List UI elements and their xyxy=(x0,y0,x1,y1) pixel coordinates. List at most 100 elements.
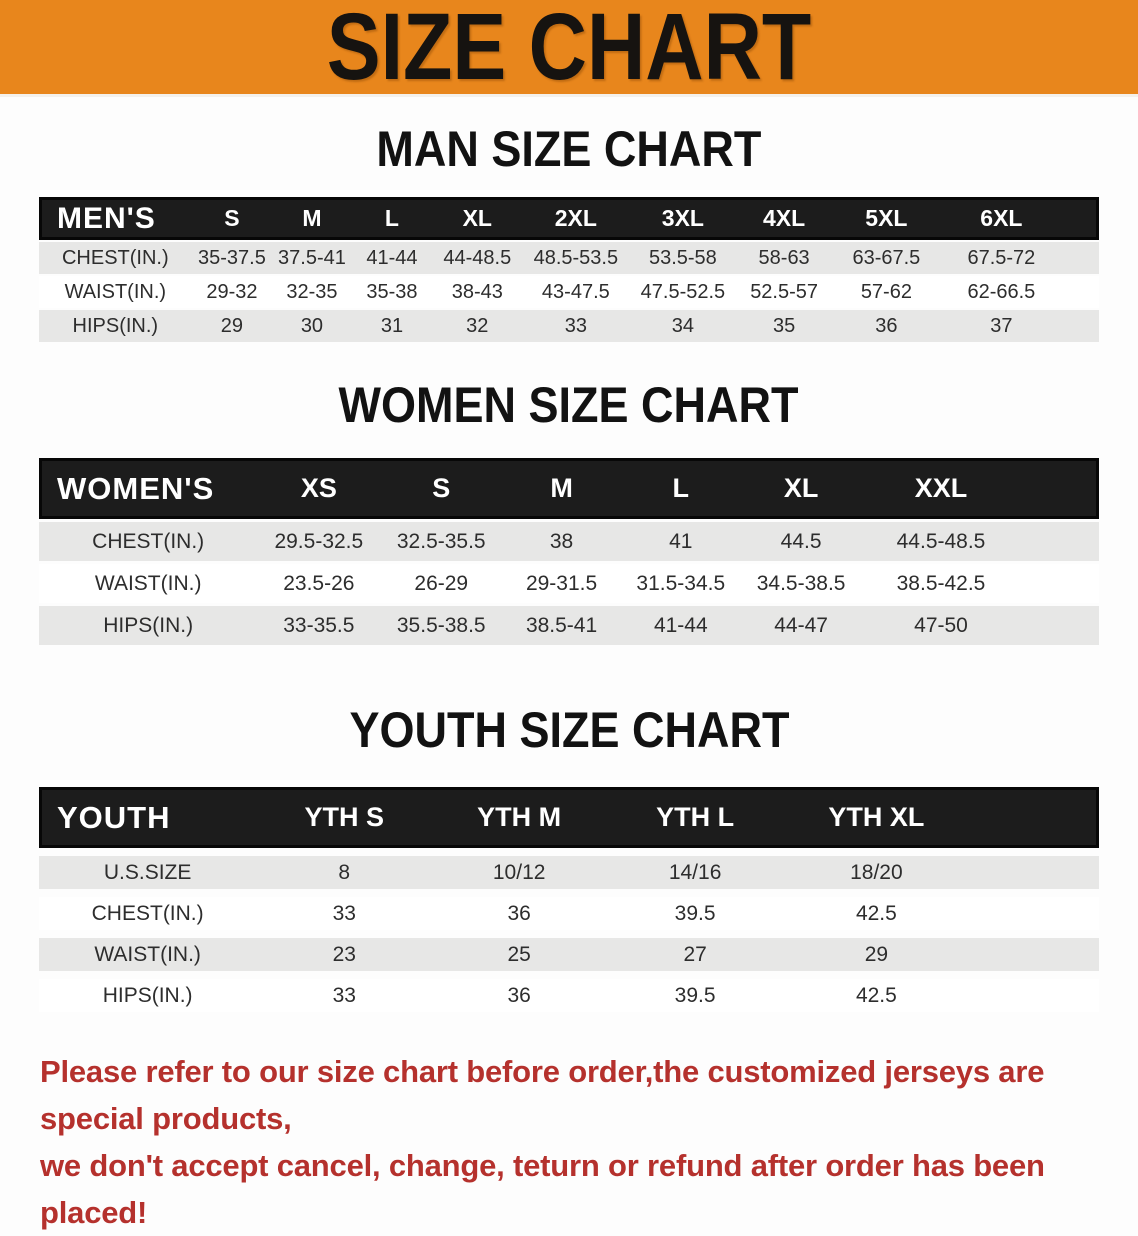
youth-section-title: YOUTH SIZE CHART xyxy=(0,705,1138,755)
measurement-value-cell: 62-66.5 xyxy=(940,276,1062,308)
measurement-value-cell: 41-44 xyxy=(620,606,741,645)
size-header-cell: 6XL xyxy=(940,197,1062,240)
size-header-cell: M xyxy=(502,458,621,519)
measurement-value-cell: 35-38 xyxy=(351,276,433,308)
row-label-cell: WAIST(IN.) xyxy=(39,276,192,308)
men-section-title-text: MAN SIZE CHART xyxy=(376,121,762,177)
measurement-value-cell: 32.5-35.5 xyxy=(380,522,503,561)
measurement-row: HIPS(IN.) 33-35.5 35.5-38.5 38.5-41 41-44 44-… xyxy=(39,606,1099,645)
measurement-value-cell: 35-37.5 xyxy=(191,242,273,274)
measurement-value-cell: 42.5 xyxy=(784,897,969,930)
table-title-cell: YOUTH xyxy=(39,787,257,848)
table-title-cell: MEN'S xyxy=(39,197,192,240)
measurement-value-cell: 38 xyxy=(502,522,621,561)
row-filler-cell xyxy=(1061,276,1099,308)
measurement-row: CHEST(IN.) 35-37.5 37.5-41 41-44 44-48.5 48.5… xyxy=(39,242,1099,274)
measurement-value-cell: 36 xyxy=(432,979,607,1012)
measurement-value-cell: 26-29 xyxy=(380,564,503,603)
measurement-value-cell: 32 xyxy=(432,310,523,342)
measurement-value-cell: 38.5-41 xyxy=(502,606,621,645)
banner: SIZE CHART xyxy=(0,0,1138,97)
size-header-cell: XL xyxy=(740,458,862,519)
measurement-value-cell: 47-50 xyxy=(861,606,1021,645)
row-label-cell: HIPS(IN.) xyxy=(39,310,192,342)
youth-size-table: YOUTH YTH S YTH M YTH L YTH XL U.S.SIZE 8 10/12… xyxy=(39,779,1099,1020)
measurement-value-cell: 33 xyxy=(256,979,433,1012)
row-label-cell: CHEST(IN.) xyxy=(39,242,192,274)
size-header-cell: 3XL xyxy=(629,197,737,240)
row-filler-cell xyxy=(968,856,1099,889)
measurement-value-cell: 44-48.5 xyxy=(432,242,523,274)
page-title: SIZE CHART xyxy=(326,0,812,100)
measurement-value-cell: 14/16 xyxy=(606,856,785,889)
measurement-value-cell: 30 xyxy=(272,310,352,342)
men-section-title: MAN SIZE CHART xyxy=(0,124,1138,174)
size-header-cell: YTH L xyxy=(606,787,785,848)
women-section-title-text: WOMEN SIZE CHART xyxy=(339,377,799,433)
header-filler-cell xyxy=(968,787,1099,848)
youth-section-title-text: YOUTH SIZE CHART xyxy=(348,702,790,758)
size-header-cell: L xyxy=(620,458,741,519)
measurement-value-cell: 63-67.5 xyxy=(831,242,941,274)
row-label-cell: U.S.SIZE xyxy=(39,856,257,889)
measurement-row: HIPS(IN.) 29 30 31 32 33 34 35 36 37 xyxy=(39,310,1099,342)
measurement-value-cell: 41 xyxy=(620,522,741,561)
measurement-value-cell: 44.5-48.5 xyxy=(861,522,1021,561)
size-header-cell: L xyxy=(351,197,433,240)
measurement-value-cell: 29 xyxy=(191,310,273,342)
measurement-value-cell: 23 xyxy=(256,938,433,971)
women-size-table: WOMEN'S XS S M L XL XXL CHEST(IN.) 29.5-32.5 32.5… xyxy=(39,455,1099,648)
size-header-cell: M xyxy=(272,197,352,240)
size-table-header-row: MEN'S S M L XL 2XL 3XL 4XL 5XL 6XL xyxy=(39,197,1099,240)
row-label-cell: WAIST(IN.) xyxy=(39,938,257,971)
youth-section: YOUTH SIZE CHART YOUTH YTH S YTH M YTH L YTH… xyxy=(0,705,1138,1020)
row-filler-cell xyxy=(1061,310,1099,342)
header-filler-cell xyxy=(1061,197,1099,240)
header-filler-cell xyxy=(1020,458,1099,519)
men-size-table: MEN'S S M L XL 2XL 3XL 4XL 5XL 6XL CHEST(IN.) 35-37… xyxy=(39,195,1099,344)
measurement-row: WAIST(IN.) 29-32 32-35 35-38 38-43 43-47.5 47.… xyxy=(39,276,1099,308)
row-filler-cell xyxy=(1020,522,1099,561)
measurement-value-cell: 18/20 xyxy=(784,856,969,889)
size-table-header-row: WOMEN'S XS S M L XL XXL xyxy=(39,458,1099,519)
measurement-value-cell: 44-47 xyxy=(740,606,862,645)
row-filler-cell xyxy=(1020,564,1099,603)
measurement-value-cell: 39.5 xyxy=(606,979,785,1012)
measurement-value-cell: 35 xyxy=(736,310,832,342)
size-header-cell: S xyxy=(191,197,273,240)
size-header-cell: XXL xyxy=(861,458,1021,519)
size-header-cell: YTH M xyxy=(432,787,607,848)
size-table-header-row: YOUTH YTH S YTH M YTH L YTH XL xyxy=(39,787,1099,848)
measurement-value-cell: 37 xyxy=(940,310,1062,342)
measurement-value-cell: 58-63 xyxy=(736,242,832,274)
measurement-value-cell: 36 xyxy=(831,310,941,342)
order-policy-note-line-1: Please refer to our size chart before or… xyxy=(40,1054,1045,1136)
measurement-value-cell: 38.5-42.5 xyxy=(861,564,1021,603)
measurement-value-cell: 32-35 xyxy=(272,276,352,308)
measurement-value-cell: 44.5 xyxy=(740,522,862,561)
measurement-value-cell: 33 xyxy=(256,897,433,930)
measurement-value-cell: 33 xyxy=(522,310,630,342)
size-header-cell: 2XL xyxy=(522,197,630,240)
row-label-cell: HIPS(IN.) xyxy=(39,979,257,1012)
order-policy-note-line-2: we don't accept cancel, change, teturn o… xyxy=(40,1148,1045,1230)
measurement-value-cell: 41-44 xyxy=(351,242,433,274)
size-header-cell: YTH XL xyxy=(784,787,969,848)
size-header-cell: XS xyxy=(257,458,381,519)
measurement-value-cell: 8 xyxy=(256,856,433,889)
measurement-value-cell: 53.5-58 xyxy=(629,242,737,274)
order-policy-note: Please refer to our size chart before or… xyxy=(40,1048,1138,1236)
measurement-value-cell: 27 xyxy=(606,938,785,971)
women-section-title: WOMEN SIZE CHART xyxy=(0,380,1138,430)
measurement-value-cell: 36 xyxy=(432,897,607,930)
size-header-cell: 5XL xyxy=(831,197,941,240)
measurement-row: U.S.SIZE 8 10/12 14/16 18/20 xyxy=(39,856,1099,889)
measurement-value-cell: 48.5-53.5 xyxy=(522,242,630,274)
men-section: MAN SIZE CHART MEN'S S M L XL 2XL 3XL 4XL 5XL 6XL… xyxy=(0,124,1138,344)
row-label-cell: CHEST(IN.) xyxy=(39,897,257,930)
measurement-value-cell: 29.5-32.5 xyxy=(257,522,381,561)
row-filler-cell xyxy=(1061,242,1099,274)
measurement-row: WAIST(IN.) 23 25 27 29 xyxy=(39,938,1099,971)
measurement-value-cell: 34.5-38.5 xyxy=(740,564,862,603)
measurement-value-cell: 23.5-26 xyxy=(257,564,381,603)
